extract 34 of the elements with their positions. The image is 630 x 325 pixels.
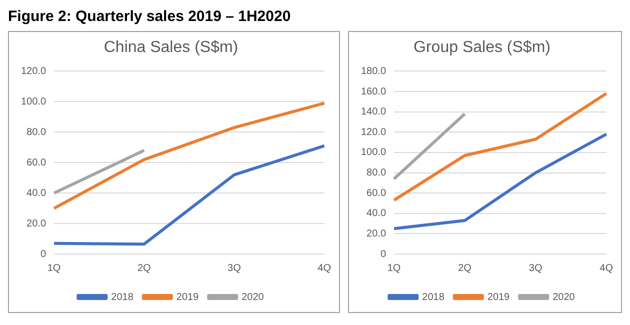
y-tick-label: 20.0: [26, 218, 46, 230]
y-tick-label: 40.0: [366, 208, 386, 220]
y-tick-label: 80.0: [26, 126, 46, 138]
x-tick-label: 3Q: [228, 262, 242, 274]
y-tick-label: 60.0: [26, 157, 46, 168]
y-tick-label: 0: [380, 248, 386, 260]
chart-title: Group Sales (S$m): [414, 39, 550, 56]
x-tick-label: 2Q: [137, 262, 152, 274]
y-tick-label: 140.0: [360, 106, 386, 118]
y-tick-label: 20.0: [366, 228, 386, 240]
x-tick-label: 4Q: [318, 262, 332, 274]
chart-title: China Sales (S$m): [104, 39, 238, 56]
y-tick-label: 40.0: [26, 188, 46, 199]
y-tick-label: 180.0: [360, 66, 386, 77]
caption: Figure 2: Quarterly sales 2019 – 1H2020: [8, 8, 292, 25]
x-tick-label: 1Q: [47, 262, 61, 274]
y-tick-label: 60.0: [366, 188, 386, 199]
y-tick-label: 120.0: [20, 66, 46, 77]
legend-label: 2018: [422, 292, 445, 303]
legend-label: 2018: [111, 292, 134, 303]
y-tick-label: 80.0: [366, 168, 386, 179]
legend-label: 2020: [552, 292, 576, 303]
legend-label: 2019: [487, 292, 510, 303]
y-tick-label: 100.0: [360, 147, 386, 158]
y-tick-label: 120.0: [360, 126, 386, 138]
y-tick-label: 0: [40, 248, 46, 260]
y-tick-label: 100.0: [20, 96, 46, 108]
x-tick-label: 2Q: [458, 262, 472, 274]
x-tick-label: 1Q: [387, 262, 401, 274]
legend-label: 2020: [242, 292, 264, 303]
y-tick-label: 160.0: [360, 86, 386, 98]
x-tick-label: 3Q: [528, 262, 542, 274]
x-tick-label: 4Q: [600, 262, 614, 274]
legend-label: 2019: [176, 292, 200, 303]
